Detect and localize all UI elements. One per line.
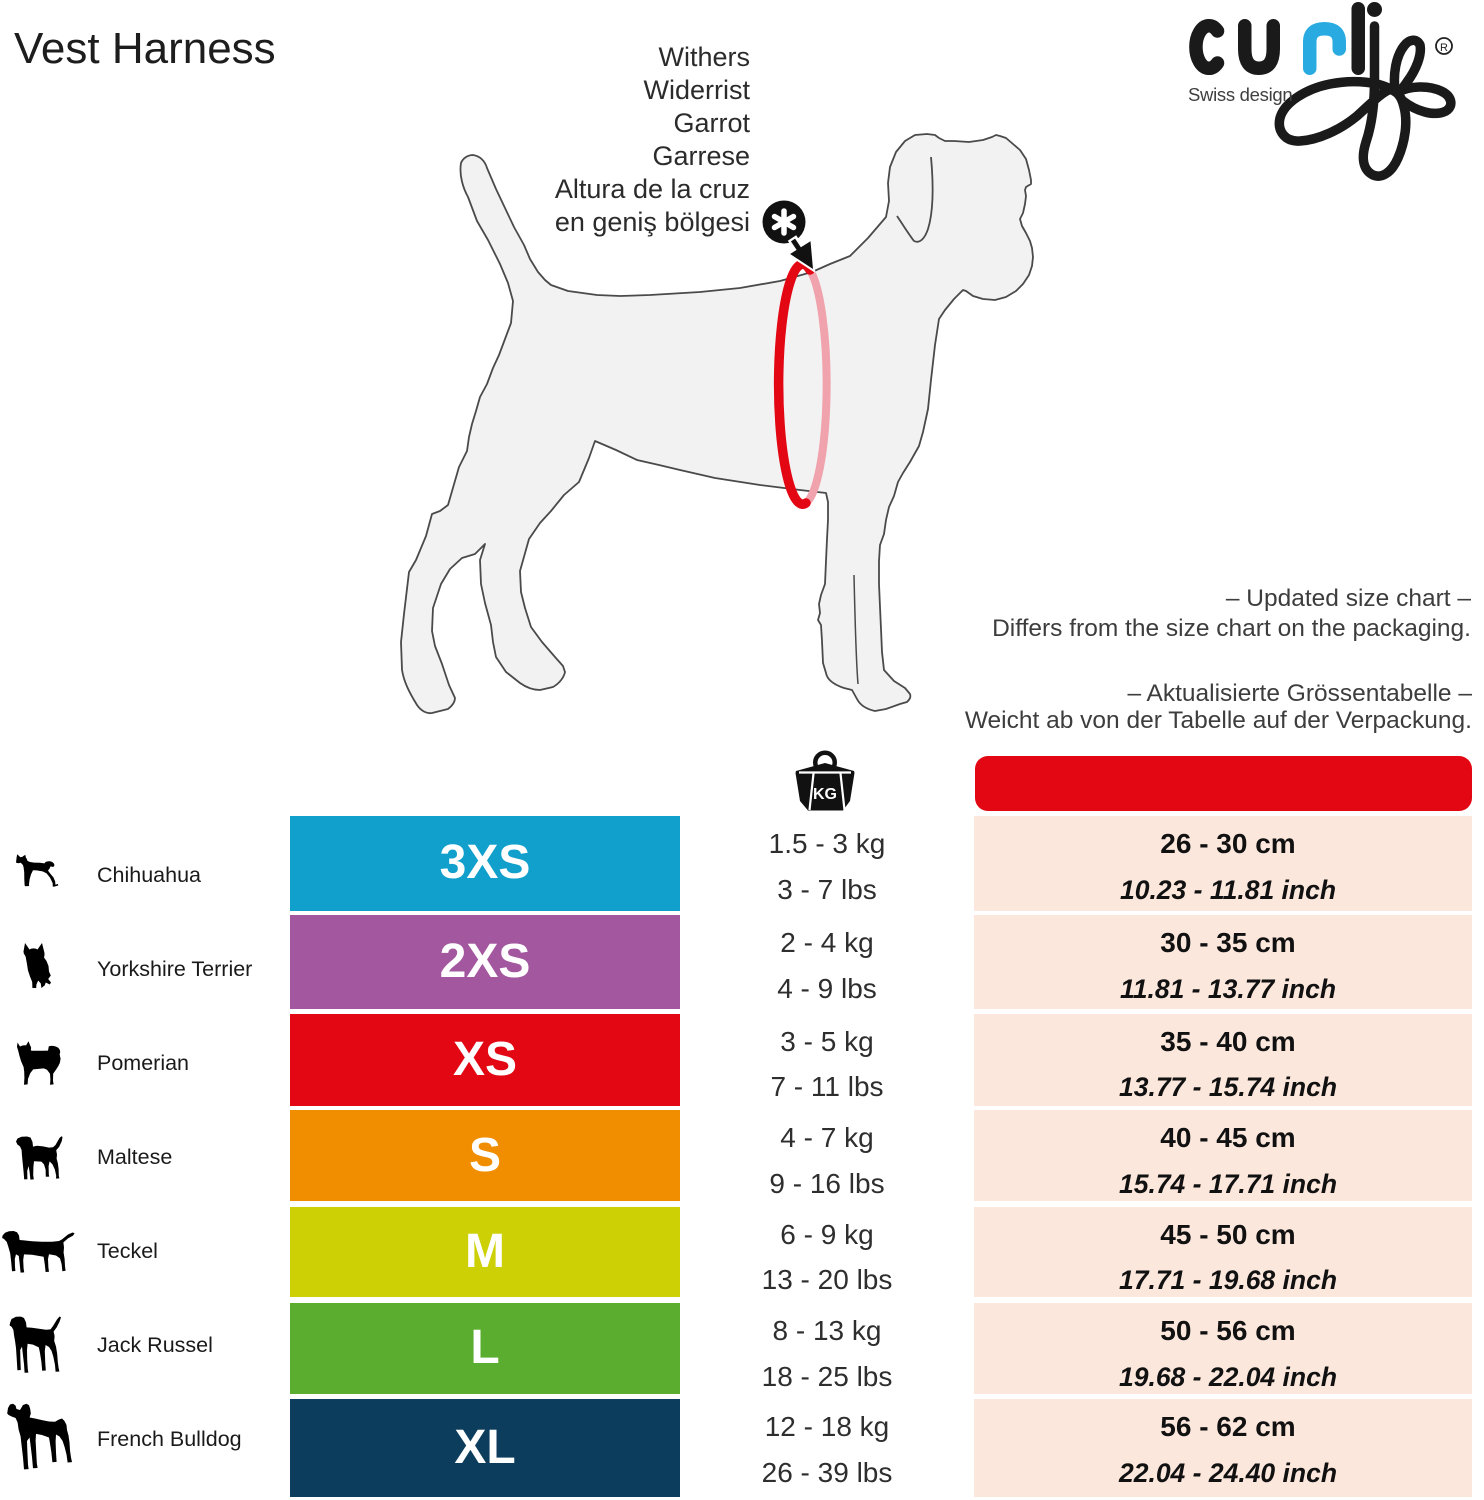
- svg-text:R: R: [1440, 42, 1448, 54]
- svg-text:KG: KG: [813, 786, 837, 803]
- svg-text:Swiss design: Swiss design: [1188, 84, 1292, 105]
